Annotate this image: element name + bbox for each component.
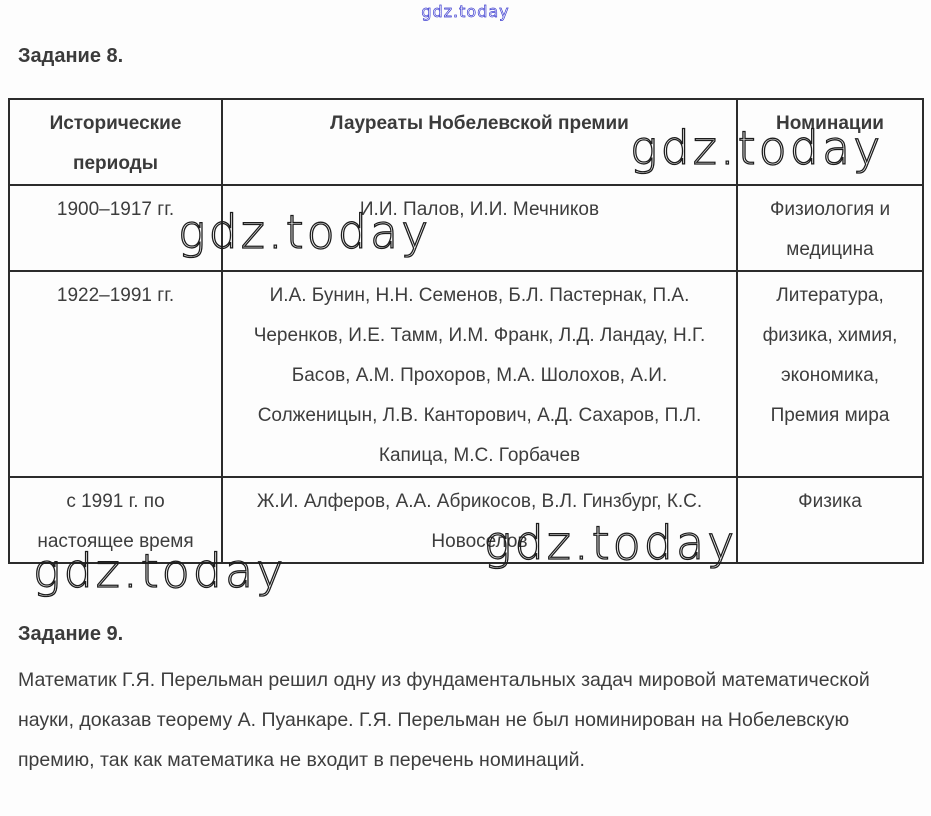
table-row: с 1991 г. по настоящее время Ж.И. Алферо…	[8, 476, 924, 564]
cell-nominations: Физиология и медицина	[736, 184, 924, 272]
task8-title: Задание 8.	[18, 45, 124, 67]
cell-period: с 1991 г. по настоящее время	[8, 476, 223, 564]
task9-title: Задание 9.	[18, 623, 124, 645]
cell-nominations: Физика	[736, 476, 924, 564]
cell-nominations: Литература, физика, химия, экономика, Пр…	[736, 270, 924, 478]
table-header-row: Исторические периоды Лауреаты Нобелевско…	[8, 98, 924, 186]
cell-period: 1900–1917 гг.	[8, 184, 223, 272]
cell-laureates: И.И. Палов, И.И. Мечников	[221, 184, 738, 272]
nobel-laureates-table: Исторические периоды Лауреаты Нобелевско…	[8, 98, 924, 564]
header-laureates: Лауреаты Нобелевской премии	[221, 98, 738, 186]
header-nominations: Номинации	[736, 98, 924, 186]
task9-paragraph: Математик Г.Я. Перельман решил одну из ф…	[18, 669, 870, 771]
table-row: 1922–1991 гг. И.А. Бунин, Н.Н. Семенов, …	[8, 270, 924, 478]
table-row: 1900–1917 гг. И.И. Палов, И.И. Мечников …	[8, 184, 924, 272]
header-historical-periods: Исторические периоды	[8, 98, 223, 186]
cell-period: 1922–1991 гг.	[8, 270, 223, 478]
cell-laureates: Ж.И. Алферов, А.А. Абрикосов, В.Л. Гинзб…	[221, 476, 738, 564]
cell-laureates: И.А. Бунин, Н.Н. Семенов, Б.Л. Пастернак…	[221, 270, 738, 478]
